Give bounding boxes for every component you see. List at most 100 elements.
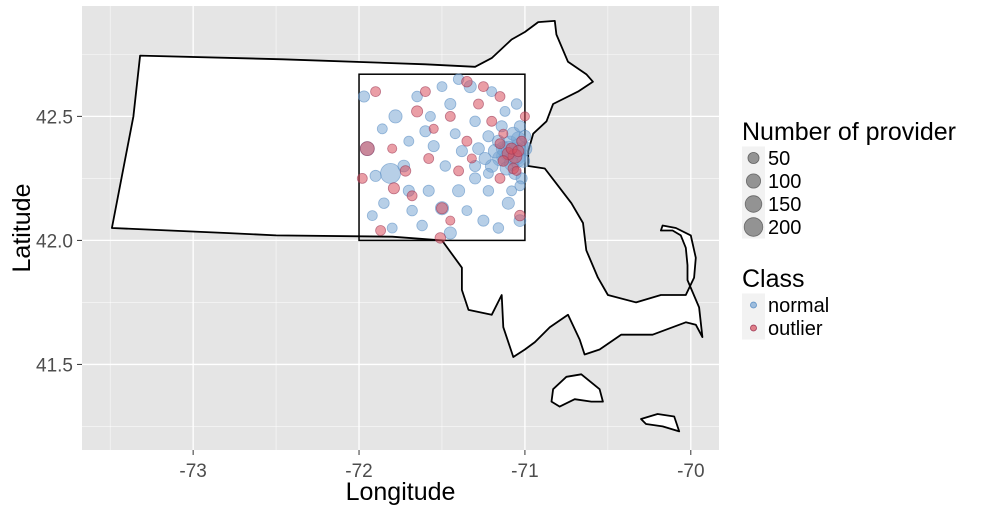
normal-point xyxy=(477,214,490,227)
normal-point xyxy=(416,219,428,232)
outlier-point xyxy=(375,225,387,236)
normal-point xyxy=(469,115,481,128)
normal-point xyxy=(439,160,452,172)
normal-point xyxy=(427,140,440,153)
outlier-point xyxy=(516,135,527,147)
outlier-point xyxy=(444,111,456,122)
outlier-point xyxy=(486,115,498,127)
outlier-point xyxy=(512,145,525,158)
y-tick-label: 41.5 xyxy=(36,355,73,376)
x-tick-label: -71 xyxy=(511,461,538,482)
outlier-point xyxy=(494,138,506,150)
outlier-point xyxy=(406,190,418,202)
island-outline xyxy=(550,373,604,408)
normal-point xyxy=(380,162,401,184)
class-legend-swatch xyxy=(750,301,757,309)
outlier-point xyxy=(514,209,526,222)
size-legend-label: 100 xyxy=(768,171,801,193)
x-tick-label: -72 xyxy=(345,461,372,482)
size-legend-label: 200 xyxy=(768,217,801,239)
outlier-point xyxy=(473,98,484,110)
normal-point xyxy=(449,128,461,140)
normal-point xyxy=(424,111,436,122)
outlier-point xyxy=(461,75,473,88)
normal-point xyxy=(513,120,526,133)
normal-point xyxy=(443,226,457,240)
normal-point xyxy=(436,81,448,92)
y-tick-label: 42.5 xyxy=(36,107,73,128)
x-axis-title: Longitude xyxy=(346,478,456,506)
outlier-point xyxy=(435,202,448,215)
outlier-point xyxy=(494,91,506,102)
outlier-point xyxy=(428,123,439,134)
normal-point xyxy=(478,151,492,165)
normal-point xyxy=(386,222,398,234)
normal-point xyxy=(514,180,526,192)
normal-point xyxy=(366,210,378,222)
outlier-point xyxy=(453,165,465,177)
normal-point xyxy=(506,185,518,197)
class-legend-swatch xyxy=(750,324,757,332)
outlier-point xyxy=(497,155,510,167)
class-legend-title: Class xyxy=(742,265,805,293)
outlier-point xyxy=(461,135,473,147)
normal-point xyxy=(369,169,382,182)
outlier-point xyxy=(477,81,489,92)
outlier-point xyxy=(370,86,382,97)
normal-point xyxy=(472,142,485,155)
normal-point xyxy=(461,205,473,217)
outlier-point xyxy=(356,172,368,184)
outlier-point xyxy=(466,153,477,164)
y-tick-label: 42.0 xyxy=(36,231,73,252)
outlier-point xyxy=(511,165,522,176)
size-legend-label: 50 xyxy=(768,148,790,170)
normal-point xyxy=(378,197,390,209)
normal-point xyxy=(411,90,423,103)
outlier-point xyxy=(423,153,435,164)
outlier-point xyxy=(419,86,431,97)
normal-point xyxy=(422,184,435,197)
x-tick-label: -70 xyxy=(677,461,704,482)
size-legend-label: 150 xyxy=(768,194,801,216)
outlier-point xyxy=(519,111,530,122)
size-legend-circle xyxy=(747,152,760,164)
size-legend-circle xyxy=(743,217,764,237)
outlier-point xyxy=(434,232,447,244)
axes: -73 -72 -71 -70 41.5 42.0 42.5 xyxy=(36,107,705,482)
normal-point xyxy=(455,145,468,158)
size-legend-title: Number of provider xyxy=(742,118,956,146)
outlier-point xyxy=(498,128,509,139)
class-legend-label: outlier xyxy=(768,318,823,340)
normal-point xyxy=(492,222,505,234)
normal-point xyxy=(376,123,388,135)
normal-point xyxy=(406,204,418,217)
outlier-point xyxy=(445,215,456,226)
normal-point xyxy=(499,106,511,117)
normal-point xyxy=(388,109,403,124)
normal-point xyxy=(469,172,482,185)
outlier-point xyxy=(359,141,375,157)
normal-point xyxy=(486,86,498,97)
normal-point xyxy=(357,90,370,103)
outlier-point xyxy=(387,182,400,195)
normal-point xyxy=(510,98,523,110)
y-axis-title: Latitude xyxy=(8,184,36,273)
normal-point xyxy=(482,185,495,197)
island-outline xyxy=(640,413,681,433)
size-legend-circle xyxy=(744,195,763,213)
size-legend-circle xyxy=(745,173,762,189)
normal-point xyxy=(444,98,457,111)
outlier-point xyxy=(387,143,398,154)
normal-point xyxy=(482,130,495,143)
outlier-point xyxy=(399,165,412,177)
outlier-point xyxy=(411,105,424,118)
outlier-point xyxy=(494,172,506,184)
normal-point xyxy=(452,184,466,198)
normal-point xyxy=(403,135,415,147)
normal-point xyxy=(501,196,515,210)
data-points xyxy=(356,73,533,244)
class-legend-label: normal xyxy=(768,295,829,317)
x-tick-label: -73 xyxy=(179,461,206,482)
